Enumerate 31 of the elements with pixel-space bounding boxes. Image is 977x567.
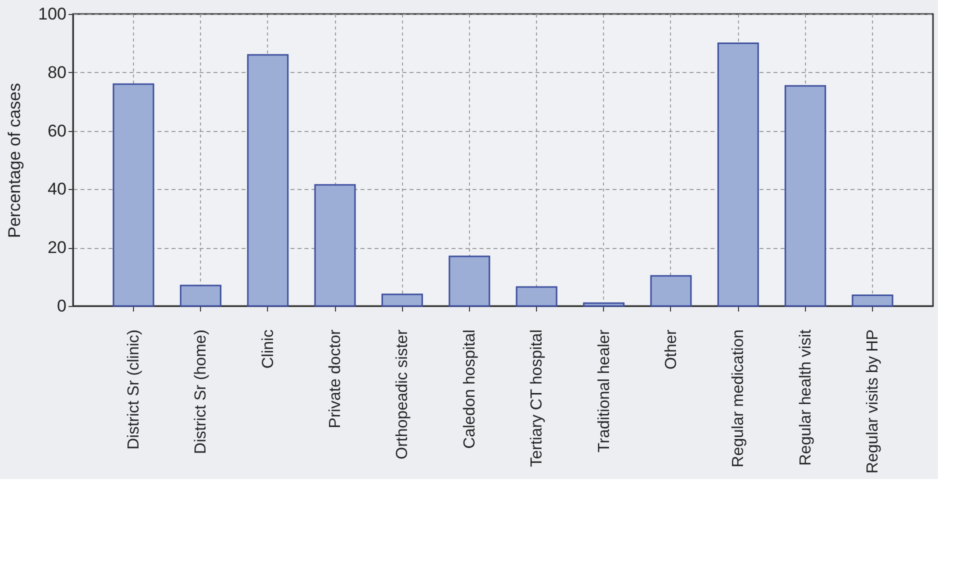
bar [717,42,759,307]
bar [583,302,625,307]
x-tick-label: Regular medication [730,330,748,468]
x-tick-label: Tertiary CT hospital [528,330,546,468]
x-tick-label: Other [662,328,680,370]
bar [650,275,692,307]
bar [381,294,423,307]
x-tick-label: Regular health visit [797,328,814,466]
x-tick-label: District Sr (clinic) [125,330,142,450]
x-tick-label: Regular visits by HP [864,330,882,474]
x-tick-label: Private doctor [327,328,344,428]
y-axis-title: Percentage of cases [5,83,24,238]
bar [247,54,289,307]
x-tick-label: Orthopeadic sister [394,328,412,460]
y-tick-label: 20 [48,238,66,258]
bar [784,85,826,307]
bar [852,294,894,307]
x-tick-label: District Sr (home) [192,330,210,454]
bar [112,83,154,307]
bar [448,256,490,307]
y-tick-label: 40 [48,180,66,199]
x-tick-label: Clinic [260,330,277,369]
y-tick-label: 60 [48,121,66,140]
y-tick-label: 0 [57,296,66,316]
x-tick-label: Caledon hospital [461,330,478,449]
bar [516,286,558,307]
y-tick-label: 80 [48,62,66,82]
y-tick-label: 100 [38,4,66,24]
x-tick-label: Traditional healer [596,328,613,453]
bar [314,184,356,307]
bar [180,284,222,307]
